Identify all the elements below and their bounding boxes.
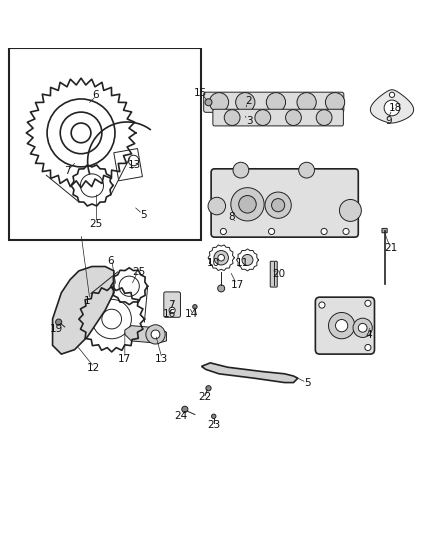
Text: 25: 25 (89, 219, 102, 229)
Circle shape (272, 199, 285, 212)
Text: 6: 6 (107, 256, 114, 266)
Circle shape (358, 324, 367, 332)
Text: 20: 20 (272, 269, 286, 279)
Circle shape (151, 330, 160, 339)
Text: 22: 22 (198, 392, 212, 401)
Text: 19: 19 (49, 324, 63, 334)
Circle shape (365, 344, 371, 351)
Text: 10: 10 (207, 258, 220, 268)
Bar (114, 149, 142, 181)
Text: 13: 13 (128, 160, 141, 170)
Text: 17: 17 (117, 354, 131, 365)
Text: 6: 6 (92, 90, 99, 100)
Circle shape (299, 162, 314, 178)
Circle shape (146, 325, 165, 344)
Circle shape (266, 93, 286, 112)
Circle shape (268, 229, 275, 235)
Text: 7: 7 (64, 166, 71, 176)
Text: 11: 11 (236, 258, 249, 268)
Text: 2: 2 (245, 96, 252, 107)
FancyBboxPatch shape (315, 297, 374, 354)
Circle shape (343, 229, 349, 235)
Circle shape (208, 197, 226, 215)
Text: 18: 18 (389, 103, 402, 113)
Circle shape (236, 93, 255, 112)
Circle shape (205, 99, 212, 106)
Polygon shape (201, 363, 298, 383)
Circle shape (384, 100, 400, 116)
Text: 14: 14 (185, 309, 198, 319)
Text: 9: 9 (385, 116, 392, 126)
Circle shape (218, 254, 224, 261)
Text: 16: 16 (162, 309, 176, 319)
Circle shape (169, 307, 175, 313)
Circle shape (56, 319, 62, 325)
FancyBboxPatch shape (204, 92, 344, 112)
Circle shape (336, 319, 348, 332)
Circle shape (365, 300, 371, 306)
Polygon shape (371, 90, 413, 123)
Circle shape (316, 110, 332, 125)
Text: 24: 24 (174, 411, 187, 421)
Circle shape (255, 110, 271, 125)
Text: 7: 7 (168, 300, 175, 310)
Text: 5: 5 (140, 210, 147, 220)
Text: 25: 25 (132, 266, 145, 277)
Circle shape (233, 162, 249, 178)
Circle shape (224, 110, 240, 125)
Circle shape (218, 285, 225, 292)
Circle shape (182, 406, 188, 413)
Circle shape (319, 302, 325, 308)
Circle shape (231, 188, 264, 221)
Circle shape (209, 93, 229, 112)
Circle shape (339, 199, 361, 221)
Text: 13: 13 (155, 354, 168, 365)
FancyBboxPatch shape (382, 229, 387, 233)
Text: 4: 4 (366, 330, 373, 340)
Circle shape (297, 93, 316, 112)
FancyBboxPatch shape (213, 109, 343, 126)
Text: 1: 1 (84, 296, 91, 305)
Polygon shape (125, 326, 166, 343)
Polygon shape (53, 266, 114, 354)
Text: 17: 17 (231, 280, 244, 290)
Circle shape (193, 304, 197, 309)
Text: 23: 23 (207, 420, 220, 430)
Text: 21: 21 (384, 243, 397, 253)
Circle shape (220, 229, 226, 235)
Text: 5: 5 (304, 378, 311, 389)
Circle shape (265, 192, 291, 219)
Text: 15: 15 (194, 87, 207, 98)
Circle shape (353, 318, 372, 337)
Circle shape (321, 229, 327, 235)
FancyBboxPatch shape (270, 261, 277, 287)
Circle shape (206, 386, 211, 391)
FancyBboxPatch shape (164, 292, 180, 317)
Circle shape (214, 251, 229, 265)
Circle shape (286, 110, 301, 125)
Circle shape (328, 312, 355, 339)
Text: 3: 3 (246, 116, 253, 126)
Text: 12: 12 (87, 363, 100, 373)
Text: 8: 8 (228, 213, 235, 222)
FancyBboxPatch shape (211, 169, 358, 237)
Circle shape (239, 196, 256, 213)
Circle shape (242, 254, 253, 265)
Circle shape (212, 414, 216, 418)
Bar (9, 47, 201, 240)
Circle shape (389, 92, 395, 98)
Circle shape (325, 93, 345, 112)
